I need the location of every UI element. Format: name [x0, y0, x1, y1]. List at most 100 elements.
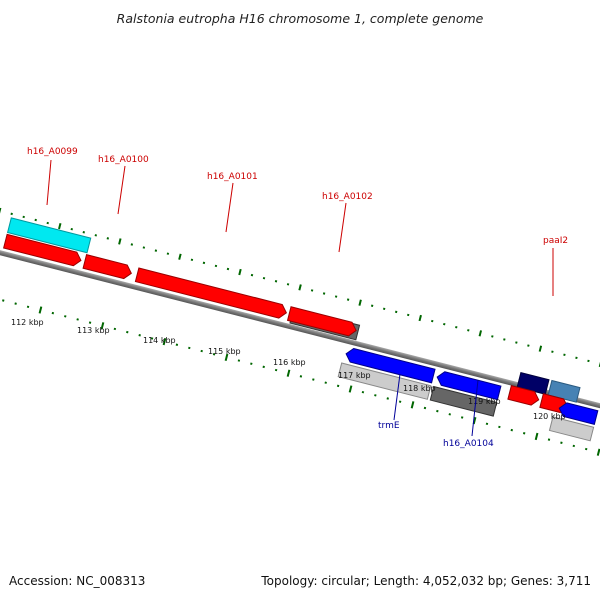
outer-ring-major-tick: [418, 314, 422, 322]
scale-ring-dot: [113, 327, 117, 331]
tick-label-113: 113 kbp: [77, 326, 110, 335]
outer-ring-dot: [431, 319, 434, 323]
scale-ring-major-tick: [100, 322, 105, 330]
scale-ring-major-tick: [286, 369, 291, 377]
gene-label-h16-a0104[interactable]: h16_A0104: [443, 439, 494, 449]
gene-label-paai2[interactable]: paaI2: [543, 236, 568, 246]
scale-ring-dot: [361, 390, 365, 394]
gene-label-h16-a0101[interactable]: h16_A0101: [207, 172, 258, 182]
tick-label-114: 114 kbp: [143, 336, 176, 345]
scale-ring-dot: [14, 302, 17, 305]
outer-ring-dot: [262, 276, 266, 280]
outer-ring-major-tick: [58, 222, 62, 230]
outer-ring-dot: [394, 310, 398, 314]
scale-ring-dot: [188, 346, 191, 350]
outer-ring-major-tick: [298, 284, 302, 291]
outer-ring-dot: [250, 273, 254, 277]
feature-right-blue-gene[interactable]: [558, 401, 599, 425]
scale-ring-dot: [138, 334, 141, 337]
outer-ring-dot: [334, 295, 338, 298]
scale-labels: 112 kbp 113 kbp 114 kbp 115 kbp 116 kbp …: [11, 318, 566, 421]
outer-ring-dot: [443, 322, 446, 326]
outer-ring-dot: [190, 258, 194, 262]
scale-ring-dot: [448, 413, 451, 416]
tick-label-119: 119 kbp: [468, 397, 501, 406]
scale-ring-dot: [237, 359, 241, 362]
outer-ring-dot: [166, 252, 170, 255]
scale-ring-dot: [88, 321, 92, 324]
feature-h16-a0104-blue-gene[interactable]: [435, 370, 502, 401]
track-group: [0, 207, 600, 456]
scale-ring-dot: [2, 299, 5, 302]
outer-ring-dot: [346, 298, 350, 301]
callout-line-h16-a0099: [46, 159, 52, 206]
scale-ring-dot: [386, 397, 389, 400]
feature-h16-a0102b-gene[interactable]: [286, 306, 358, 338]
feature-right-light-gray-gene[interactable]: [548, 416, 595, 442]
scale-ring-dot: [460, 416, 464, 419]
outer-ring-dot: [467, 329, 470, 332]
feature-light-gray-gene[interactable]: [337, 362, 432, 400]
outer-ring-dot: [286, 283, 290, 286]
outer-ring-major-tick: [358, 299, 362, 306]
outer-ring-dot: [70, 227, 73, 231]
outer-ring-dot: [10, 212, 13, 216]
outer-ring-dot: [382, 307, 386, 311]
map-title: Ralstonia eutropha H16 chromosome 1, com…: [117, 11, 484, 26]
callout-line-h16-a0104: [471, 379, 479, 437]
outer-ring-major-tick: [118, 238, 122, 245]
callout-line-h16-a0100: [117, 165, 126, 215]
scale-ring-major-tick: [534, 432, 539, 441]
gene-label-trme[interactable]: trmE: [378, 421, 400, 431]
outer-ring-dot: [370, 304, 374, 307]
accession-text: Accession: NC_008313: [9, 574, 145, 588]
scale-ring-dot: [312, 378, 315, 381]
scale-ring-dot: [398, 400, 402, 403]
scale-ring-dot: [64, 315, 67, 318]
tick-label-117: 117 kbp: [338, 371, 371, 380]
outer-ring-dot: [82, 231, 86, 234]
scale-ring-dot: [51, 311, 55, 315]
feature-cyan-gene[interactable]: [6, 217, 92, 254]
scale-ring-dot: [498, 425, 501, 429]
feature-h16-a0101-gene[interactable]: [134, 267, 288, 320]
gene-label-h16-a0102[interactable]: h16_A0102: [322, 192, 373, 202]
outer-ring-major-tick: [178, 253, 182, 260]
feature-paai2-red-gene[interactable]: [507, 385, 541, 407]
scale-ring-dot: [274, 368, 278, 372]
outer-ring-dot: [142, 246, 146, 249]
outer-ring-dot: [46, 221, 49, 225]
outer-ring-dot: [94, 234, 98, 237]
scale-ring-dot: [76, 318, 79, 321]
reverse-rows: [337, 347, 599, 442]
scale-ring-dot: [547, 438, 551, 441]
gene-label-h16-a0099[interactable]: h16_A0099: [27, 147, 78, 157]
outer-ring-dot: [406, 313, 410, 317]
scale-ring-dot: [26, 305, 30, 309]
scale-ring: [2, 299, 600, 456]
scale-ring-dot: [336, 384, 340, 388]
scale-ring-dot: [510, 428, 513, 432]
outer-ring-dot: [455, 326, 458, 329]
outer-ring-major-tick: [478, 330, 483, 337]
outer-ring-dot: [214, 264, 218, 268]
outer-ring-dot: [34, 218, 37, 222]
tick-label-112: 112 kbp: [11, 318, 44, 327]
scale-ring-dot: [485, 422, 489, 426]
callout-line-trme: [393, 373, 401, 421]
feature-trme-gene[interactable]: [344, 347, 436, 384]
outer-ring-dot: [154, 249, 158, 252]
feature-h16-a0100-gene[interactable]: [82, 254, 133, 280]
scale-ring-dot: [560, 441, 563, 444]
outer-ring-major-tick: [238, 268, 242, 276]
forward-inner-row: [3, 233, 569, 414]
scale-ring-dot: [150, 337, 154, 340]
outer-ring-major-tick: [0, 207, 2, 214]
gene-label-h16-a0100[interactable]: h16_A0100: [98, 155, 149, 165]
feature-h16-a0099-gene[interactable]: [3, 233, 83, 267]
scale-ring-dot: [262, 365, 265, 369]
outer-ring-dot: [575, 356, 578, 360]
scale-ring-dot: [212, 353, 216, 356]
scale-ring-dot: [584, 447, 588, 451]
